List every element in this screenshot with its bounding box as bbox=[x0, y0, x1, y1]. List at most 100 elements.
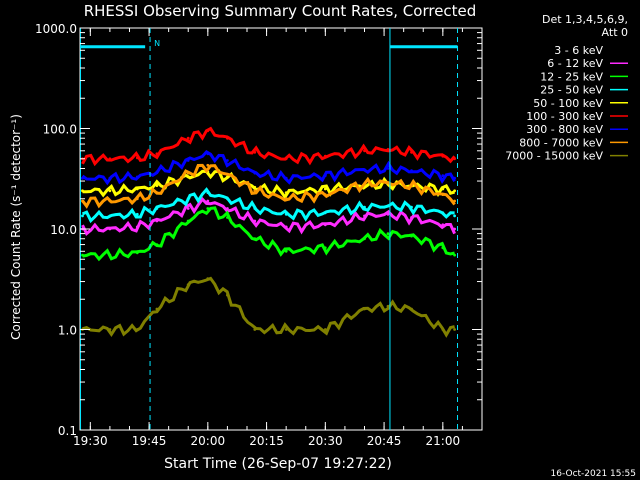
series-line bbox=[81, 149, 456, 186]
series-point bbox=[386, 204, 390, 208]
series-point bbox=[155, 219, 159, 223]
series-group bbox=[81, 163, 456, 209]
series-point bbox=[108, 273, 112, 277]
series-line bbox=[81, 187, 455, 224]
series-point bbox=[206, 223, 210, 227]
series-point bbox=[441, 223, 445, 227]
series-point bbox=[186, 207, 190, 210]
series-point bbox=[253, 237, 257, 241]
timestamp: 16-Oct-2021 15:55 bbox=[551, 469, 636, 479]
x-axis-label: Start Time (26-Sep-07 19:27:22) bbox=[164, 456, 392, 472]
series-point bbox=[410, 150, 413, 154]
series-point bbox=[284, 176, 288, 180]
series-point bbox=[453, 214, 456, 218]
y-tick-label: 100.0 bbox=[43, 123, 77, 137]
marker-layer: N bbox=[80, 28, 459, 430]
series-point bbox=[108, 328, 112, 331]
x-tick-label: 20:30 bbox=[308, 434, 343, 448]
series-point bbox=[206, 199, 210, 203]
series-point bbox=[108, 227, 112, 231]
series-point bbox=[453, 189, 456, 193]
series-point bbox=[108, 157, 112, 161]
series-point bbox=[453, 176, 456, 180]
legend-entry-label: 25 - 50 keV bbox=[540, 84, 603, 97]
series-point bbox=[453, 199, 456, 203]
series-point bbox=[284, 225, 288, 229]
series-point bbox=[155, 184, 159, 188]
series-point bbox=[226, 175, 229, 179]
y-tick-label: 1000.0 bbox=[35, 22, 77, 36]
series-point bbox=[284, 269, 288, 273]
x-tick-label: 21:00 bbox=[426, 434, 461, 448]
series-point bbox=[410, 169, 413, 173]
series-point bbox=[186, 175, 190, 179]
y-tick-label: 1.0 bbox=[58, 324, 77, 338]
series-point bbox=[453, 272, 456, 275]
series-point bbox=[386, 249, 390, 253]
series-group bbox=[81, 149, 456, 186]
series-point bbox=[135, 212, 139, 216]
series-point bbox=[284, 249, 288, 253]
series-point bbox=[323, 265, 327, 269]
series-line bbox=[81, 196, 456, 236]
series-point bbox=[206, 191, 210, 195]
x-tick-label: 19:30 bbox=[73, 434, 108, 448]
series-group bbox=[81, 187, 456, 224]
series-line bbox=[81, 163, 456, 209]
series-point bbox=[441, 246, 445, 250]
series-point bbox=[108, 253, 112, 257]
series-point bbox=[441, 174, 445, 178]
series-point bbox=[363, 307, 366, 311]
series-point bbox=[155, 243, 159, 247]
series-point bbox=[155, 207, 159, 210]
x-tick-label: 19:45 bbox=[132, 434, 167, 448]
series-point bbox=[323, 223, 327, 227]
legend-entry-label: 50 - 100 keV bbox=[533, 97, 603, 110]
series-point bbox=[284, 328, 288, 331]
series-point bbox=[186, 283, 190, 286]
series-point bbox=[323, 328, 327, 331]
series-point bbox=[186, 219, 190, 223]
series-point bbox=[226, 216, 229, 219]
series-point bbox=[155, 170, 159, 174]
series-point bbox=[323, 187, 327, 191]
series-point bbox=[253, 257, 257, 261]
series-group bbox=[81, 126, 456, 167]
legend-entry-label: 6 - 12 keV bbox=[547, 57, 603, 70]
series-point bbox=[386, 167, 390, 170]
series-point bbox=[441, 193, 445, 197]
series-point bbox=[206, 152, 210, 156]
series-point bbox=[323, 246, 327, 250]
series-point bbox=[135, 225, 139, 229]
series-point bbox=[253, 207, 257, 210]
series-line-inner bbox=[82, 221, 455, 280]
series-point bbox=[410, 253, 413, 257]
series-point bbox=[386, 148, 390, 151]
series-point bbox=[226, 197, 229, 201]
series-point bbox=[453, 227, 456, 231]
series-point bbox=[410, 234, 413, 238]
series-point bbox=[441, 187, 445, 191]
series-point bbox=[108, 214, 112, 218]
series-point bbox=[135, 187, 139, 191]
series-point bbox=[155, 265, 159, 269]
series-group bbox=[81, 196, 456, 236]
legend-entry-label: 300 - 800 keV bbox=[526, 123, 603, 136]
series-point bbox=[135, 175, 139, 179]
series-point bbox=[323, 174, 327, 178]
plot-border bbox=[79, 27, 483, 431]
series-point bbox=[206, 277, 210, 281]
series-point bbox=[453, 157, 456, 161]
series-point bbox=[81, 189, 84, 193]
series-point bbox=[135, 272, 139, 275]
series-point bbox=[81, 214, 84, 218]
legend-entry-label: 12 - 25 keV bbox=[540, 70, 603, 83]
series-point bbox=[81, 273, 84, 277]
series-point bbox=[253, 171, 257, 175]
legend-header-line: Det 1,3,4,5,6,9, bbox=[542, 13, 628, 26]
chart-title: RHESSI Observing Summary Count Rates, Co… bbox=[84, 2, 477, 20]
series-point bbox=[108, 199, 112, 203]
series-point bbox=[363, 182, 366, 186]
